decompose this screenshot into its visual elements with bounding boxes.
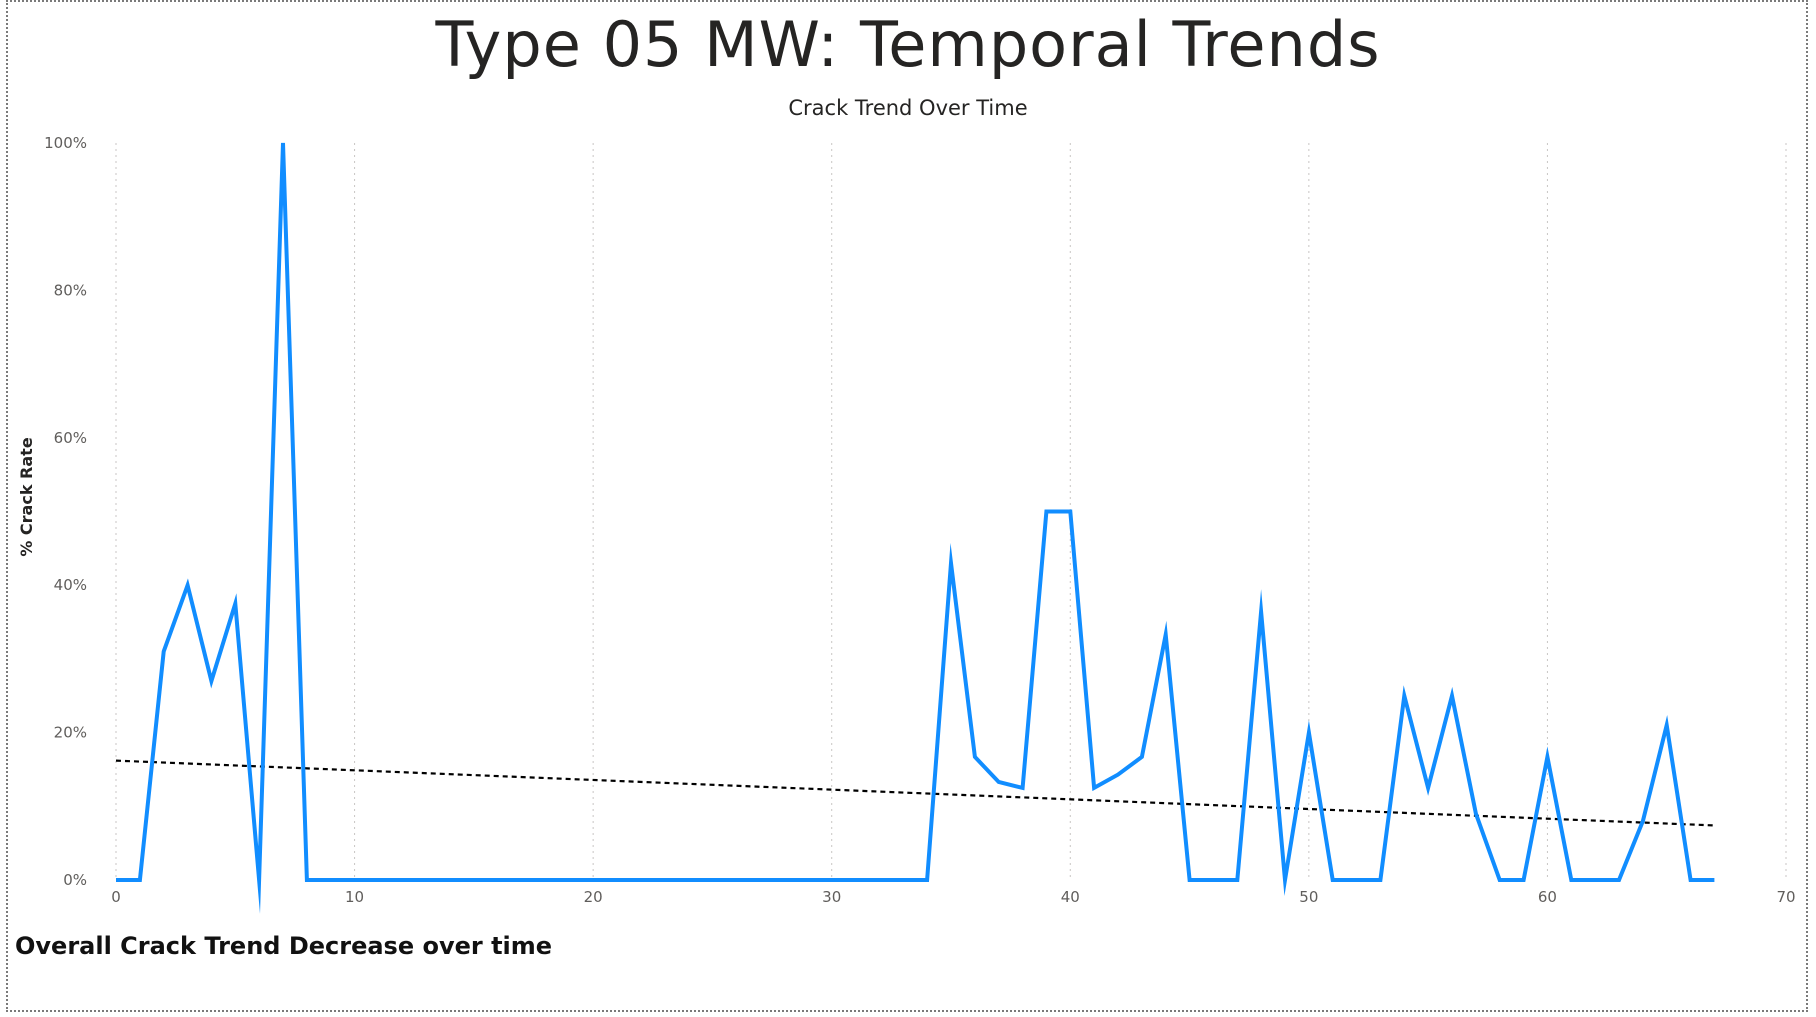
y-axis-ticks: 0% 20% 40% 60% 80% 100% [44,134,87,889]
series-group [116,142,1715,914]
x-tick-label: 50 [1299,888,1318,906]
report-frame [6,0,1808,1012]
y-tick-label: 0% [63,871,87,889]
x-tick-label: 20 [584,888,603,906]
x-tick-label: 10 [345,888,364,906]
page-title: Type 05 MW: Temporal Trends [435,8,1381,81]
x-tick-label: 60 [1538,888,1557,906]
y-tick-label: 60% [54,429,87,447]
series-line-0 [116,142,1715,914]
y-axis-label: % Crack Rate [17,437,36,556]
y-tick-label: 100% [44,134,87,152]
chart-title: Crack Trend Over Time [788,96,1028,120]
y-tick-label: 40% [54,576,87,594]
footer-note: Overall Crack Trend Decrease over time [15,932,553,960]
x-tick-label: 30 [822,888,841,906]
y-tick-label: 80% [54,281,87,299]
grid-lines [115,143,1787,880]
x-tick-label: 40 [1061,888,1080,906]
y-tick-label: 20% [54,724,87,742]
trendline [115,759,1715,827]
x-axis-ticks: 0 10 20 30 40 50 60 70 [111,888,1795,906]
x-tick-label: 70 [1776,888,1795,906]
trendline-group [115,759,1715,827]
x-tick-label: 0 [111,888,121,906]
